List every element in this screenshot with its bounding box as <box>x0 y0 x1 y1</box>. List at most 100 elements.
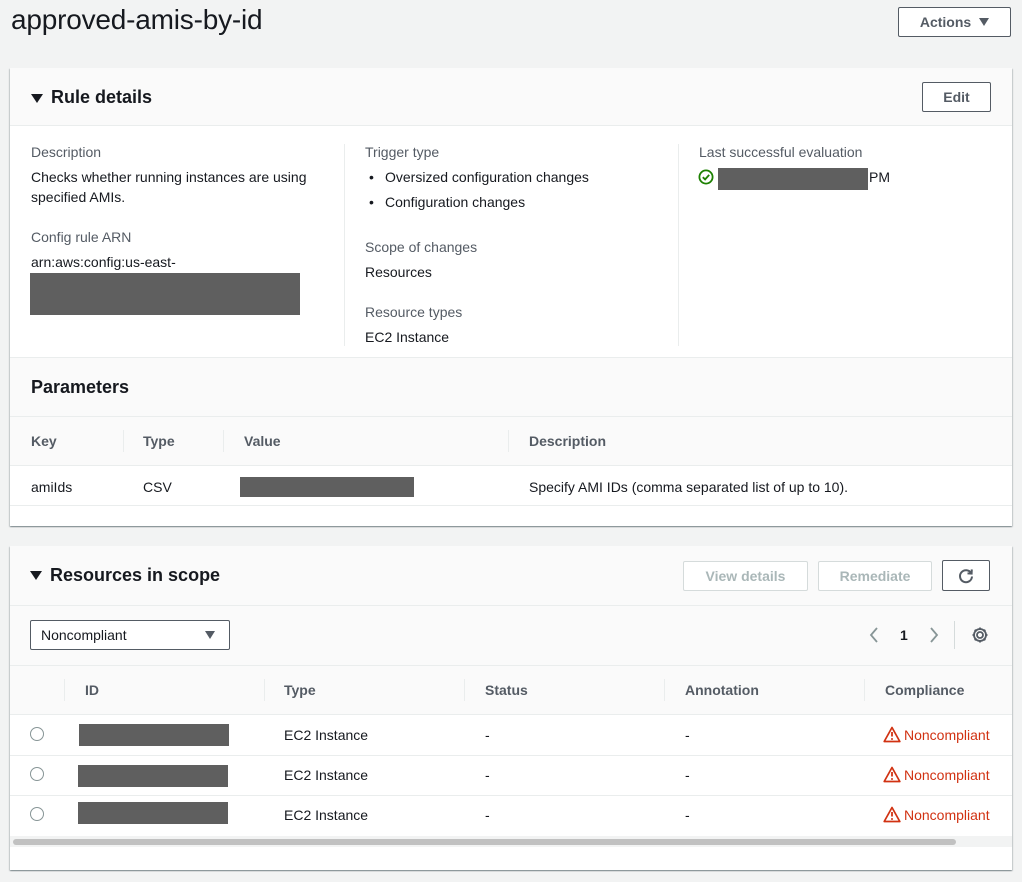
horizontal-scrollbar-thumb[interactable] <box>13 839 956 845</box>
trigger-type-item: Configuration changes <box>369 192 525 212</box>
param-type: CSV <box>143 479 172 495</box>
resource-id-redacted <box>78 765 228 787</box>
row-radio[interactable] <box>30 767 44 781</box>
column-resizer[interactable] <box>664 679 665 701</box>
chevron-right-icon[interactable] <box>928 626 940 644</box>
parameters-column-header: Key Type Value Description <box>10 417 1012 466</box>
table-row[interactable]: EC2 Instance - - Noncompliant <box>10 715 1012 755</box>
description-value-line2: specified AMIs. <box>31 189 126 205</box>
collapse-triangle-icon[interactable] <box>31 94 43 103</box>
arn-value: arn:aws:config:us-east- <box>31 254 176 270</box>
param-value-redacted <box>240 477 414 497</box>
trigger-type-item: Oversized configuration changes <box>369 167 589 187</box>
resource-types-label: Resource types <box>365 304 463 320</box>
filter-value: Noncompliant <box>41 627 127 643</box>
collapse-triangle-icon[interactable] <box>30 571 42 580</box>
warning-icon <box>883 726 901 743</box>
resource-type: EC2 Instance <box>284 767 369 783</box>
row-radio[interactable] <box>30 807 44 821</box>
resource-status: - <box>485 727 490 743</box>
resource-annotation: - <box>685 727 690 743</box>
compliance-status: Noncompliant <box>883 806 990 823</box>
resources-panel: Resources in scope View details Remediat… <box>10 546 1012 870</box>
warning-icon <box>883 766 901 783</box>
row-divider <box>10 505 1012 506</box>
parameters-header: Parameters <box>10 357 1012 417</box>
last-eval-suffix: PM <box>869 169 890 185</box>
rule-details-header: Rule details Edit <box>10 68 1012 126</box>
column-divider <box>678 144 679 346</box>
compliance-filter-select[interactable]: Noncompliant <box>30 620 230 650</box>
resource-id-redacted <box>78 802 228 824</box>
description-value-line1: Checks whether running instances are usi… <box>31 169 307 185</box>
column-resizer[interactable] <box>64 679 65 701</box>
refresh-button[interactable] <box>942 560 990 591</box>
table-row[interactable]: EC2 Instance - - Noncompliant <box>10 755 1012 795</box>
compliance-status: Noncompliant <box>883 726 990 743</box>
description-label: Description <box>31 144 102 160</box>
col-description: Description <box>529 433 607 449</box>
column-resizer[interactable] <box>864 679 865 701</box>
column-resizer[interactable] <box>508 430 509 452</box>
page-number[interactable]: 1 <box>900 627 908 643</box>
caret-down-icon <box>979 18 990 26</box>
col-type: Type <box>143 433 175 449</box>
arn-label: Config rule ARN <box>31 229 132 245</box>
refresh-icon <box>959 568 973 583</box>
row-divider <box>10 795 1012 796</box>
compliance-status: Noncompliant <box>883 766 990 783</box>
actions-button[interactable]: Actions <box>898 7 1011 37</box>
resources-heading: Resources in scope <box>50 565 221 585</box>
compliance-label: Noncompliant <box>904 806 990 823</box>
col-id: ID <box>85 682 99 698</box>
view-details-button[interactable]: View details <box>683 561 808 591</box>
resources-toolbar: Noncompliant 1 <box>10 606 1012 666</box>
caret-down-icon <box>205 631 215 639</box>
horizontal-scrollbar-track[interactable] <box>10 836 1012 847</box>
resource-annotation: - <box>685 767 690 783</box>
param-key: amiIds <box>31 479 73 495</box>
compliance-label: Noncompliant <box>904 726 990 743</box>
col-annotation: Annotation <box>685 682 759 698</box>
chevron-left-icon[interactable] <box>868 626 880 644</box>
resource-status: - <box>485 767 490 783</box>
row-radio[interactable] <box>30 727 44 741</box>
rule-details-panel: Rule details Edit Description Checks whe… <box>10 68 1012 526</box>
resources-header: Resources in scope View details Remediat… <box>10 546 1012 606</box>
scope-value: Resources <box>365 264 432 280</box>
warning-icon <box>883 806 901 823</box>
success-check-icon <box>698 169 714 185</box>
col-status: Status <box>485 682 528 698</box>
arn-redacted <box>30 273 300 315</box>
pagination-divider <box>954 621 955 649</box>
parameters-heading: Parameters <box>31 377 130 397</box>
column-resizer[interactable] <box>464 679 465 701</box>
edit-button[interactable]: Edit <box>922 82 991 112</box>
column-resizer[interactable] <box>123 430 124 452</box>
compliance-label: Noncompliant <box>904 766 990 783</box>
resources-column-header: ID Type Status Annotation Compliance <box>10 666 1012 715</box>
resource-annotation: - <box>685 807 690 823</box>
column-divider <box>344 144 345 346</box>
col-key: Key <box>31 433 57 449</box>
column-resizer[interactable] <box>264 679 265 701</box>
table-row[interactable]: EC2 Instance - - Noncompliant <box>10 795 1012 835</box>
col-type: Type <box>284 682 316 698</box>
page-title: approved-amis-by-id <box>11 4 263 35</box>
column-resizer[interactable] <box>223 430 224 452</box>
trigger-type-label: Trigger type <box>365 144 440 160</box>
scope-label: Scope of changes <box>365 239 478 255</box>
gear-icon[interactable] <box>971 626 989 644</box>
resource-type: EC2 Instance <box>284 727 369 743</box>
param-description: Specify AMI IDs (comma separated list of… <box>529 479 849 495</box>
col-compliance: Compliance <box>885 682 965 698</box>
resource-status: - <box>485 807 490 823</box>
row-divider <box>10 755 1012 756</box>
resource-id-redacted <box>79 724 229 746</box>
rule-details-heading: Rule details <box>51 87 153 107</box>
remediate-button[interactable]: Remediate <box>818 561 932 591</box>
last-eval-redacted <box>718 168 868 190</box>
resource-type: EC2 Instance <box>284 807 369 823</box>
last-eval-label: Last successful evaluation <box>699 144 863 160</box>
actions-label: Actions <box>919 14 972 30</box>
